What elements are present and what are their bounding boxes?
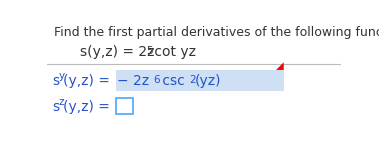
Text: y: y	[58, 71, 64, 81]
Text: s: s	[52, 100, 59, 114]
Text: 6: 6	[153, 75, 160, 85]
Text: s(y,z) = 2z: s(y,z) = 2z	[80, 44, 154, 59]
Text: (y,z) =: (y,z) =	[63, 74, 114, 88]
FancyBboxPatch shape	[116, 98, 133, 114]
Text: 2: 2	[189, 75, 196, 85]
Text: (yz): (yz)	[195, 74, 221, 88]
Text: − 2z: − 2z	[117, 74, 149, 88]
Text: z: z	[58, 97, 64, 107]
Text: (y,z) =: (y,z) =	[63, 100, 114, 114]
Text: csc: csc	[158, 74, 185, 88]
Text: Find the first partial derivatives of the following function.: Find the first partial derivatives of th…	[53, 26, 379, 39]
Text: 5: 5	[146, 46, 152, 56]
Text: cot yz: cot yz	[150, 44, 196, 59]
Polygon shape	[276, 62, 284, 70]
Text: s: s	[52, 74, 59, 88]
FancyBboxPatch shape	[116, 70, 284, 91]
